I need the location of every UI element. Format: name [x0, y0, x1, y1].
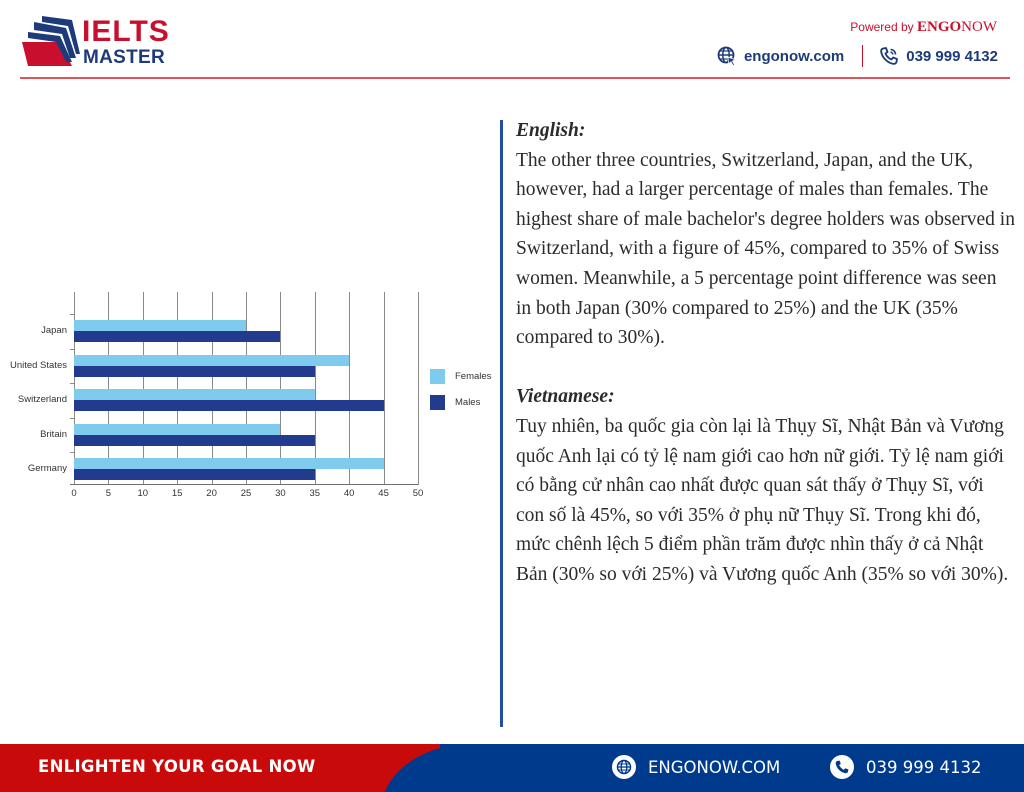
powered-by-brand-light: NOW: [961, 19, 997, 35]
chart-gridline: [383, 292, 385, 485]
chart-bar-males-germany: [74, 469, 315, 480]
header-contact: engonow.com 039 999 4132: [717, 45, 998, 67]
chart-bar-females-britain: [74, 423, 281, 435]
english-body: The other three countries, Switzerland, …: [516, 149, 1015, 349]
chart-y-tick: [70, 452, 74, 453]
chart-x-tick-label: 50: [412, 488, 424, 499]
logo-text-master: MASTER: [83, 47, 166, 68]
chart-bar-females-united-states: [74, 354, 350, 366]
globe-cursor-icon: [717, 46, 737, 66]
chart-y-tick: [70, 314, 74, 315]
chart-y-tick: [70, 417, 74, 419]
header-contact-separator: [862, 45, 864, 67]
footer-banner: ENLIGHTEN YOUR GOAL NOW ENGONOW.COM 039 …: [0, 744, 1024, 792]
globe-icon: [612, 755, 636, 779]
chart-x-tick-label: 30: [275, 488, 286, 499]
ielts-master-logo[interactable]: IELTS MASTER: [20, 14, 200, 70]
chart-y-tick: [70, 348, 74, 350]
chart-gridline: [246, 292, 247, 485]
chart-plot-area: [70, 292, 419, 485]
header-divider: [20, 77, 1010, 79]
chart-x-tick-label: 15: [171, 488, 183, 499]
chart-gridline: [418, 292, 419, 485]
chart-gridline: [314, 292, 316, 485]
phone-icon: [880, 47, 899, 65]
footer-website-text: ENGONOW.COM: [648, 757, 781, 777]
legend-item-males: Males: [430, 394, 491, 410]
vertical-divider: [500, 120, 503, 727]
chart-x-tick-label: 35: [309, 488, 321, 499]
vietnamese-body: Tuy nhiên, ba quốc gia còn lại là Thụy S…: [516, 415, 1009, 585]
footer-phone-link[interactable]: 039 999 4132: [830, 755, 981, 779]
header-website-text: engonow.com: [743, 47, 845, 65]
chart-bar-females-japan: [74, 320, 246, 331]
chart-gridline: [74, 292, 75, 485]
chart-legend: Females Males: [430, 368, 491, 420]
footer-red-section: [0, 744, 440, 792]
header-phone-text: 039 999 4132: [906, 47, 998, 65]
header-website-link[interactable]: engonow.com: [717, 46, 844, 66]
chart-bar-males-united-states: [74, 365, 315, 377]
chart-x-tick-label: 5: [105, 488, 112, 499]
book-logo-icon: [22, 16, 80, 66]
vietnamese-heading: Vietnamese:: [516, 386, 615, 408]
legend-swatch: [430, 368, 445, 384]
chart-gridline: [349, 292, 351, 485]
legend-label: Males: [455, 396, 481, 408]
chart-x-axis: [70, 484, 418, 485]
header-phone-link[interactable]: 039 999 4132: [879, 46, 998, 66]
chart-category-label: Germany: [27, 463, 67, 474]
chart-bar-males-britain: [74, 434, 315, 446]
powered-by-prefix: Powered by: [850, 20, 917, 34]
chart-x-tick-label: 40: [343, 488, 355, 499]
legend-item-females: Females: [430, 368, 491, 384]
english-heading: English:: [516, 120, 586, 141]
chart-bar-females-switzerland: [74, 389, 315, 400]
chart-x-tick-label: 20: [206, 488, 217, 499]
chart-category-label: United States: [9, 359, 67, 371]
phone-icon: [830, 755, 854, 779]
chart-y-tick: [70, 383, 74, 384]
chart-gridline: [142, 292, 144, 485]
footer-website-link[interactable]: ENGONOW.COM: [612, 755, 780, 779]
footer-tagline: ENLIGHTEN YOUR GOAL NOW: [38, 757, 316, 776]
chart-category-label: Japan: [41, 325, 67, 336]
chart-gridline: [177, 292, 179, 485]
chart-bar-males-switzerland: [74, 400, 384, 411]
explanation-text: English: The other three countries, Swit…: [516, 116, 1016, 590]
bar-chart: Japan United States Switzerland Britain Germ…: [0, 285, 500, 505]
footer-phone-text: 039 999 4132: [866, 757, 982, 777]
legend-label: Females: [455, 370, 492, 382]
powered-by-brand-bold: ENGO: [916, 19, 962, 35]
chart-gridline: [211, 292, 213, 485]
chart-bar-females-germany: [74, 458, 384, 469]
chart-category-label: Switzerland: [17, 394, 67, 405]
chart-x-tick-label: 25: [240, 488, 252, 499]
chart-category-label: Britain: [40, 428, 67, 440]
chart-bar-males-japan: [74, 331, 281, 342]
legend-swatch: [430, 394, 445, 410]
logo-text-ielts: IELTS: [82, 15, 170, 48]
powered-by: Powered by ENGONOW: [850, 19, 997, 36]
chart-x-tick-label: 10: [137, 488, 149, 499]
chart-x-tick-label: 45: [378, 488, 389, 499]
chart-x-tick-label: 0: [71, 488, 77, 499]
chart-gridline: [108, 292, 110, 485]
chart-gridline: [280, 292, 282, 485]
